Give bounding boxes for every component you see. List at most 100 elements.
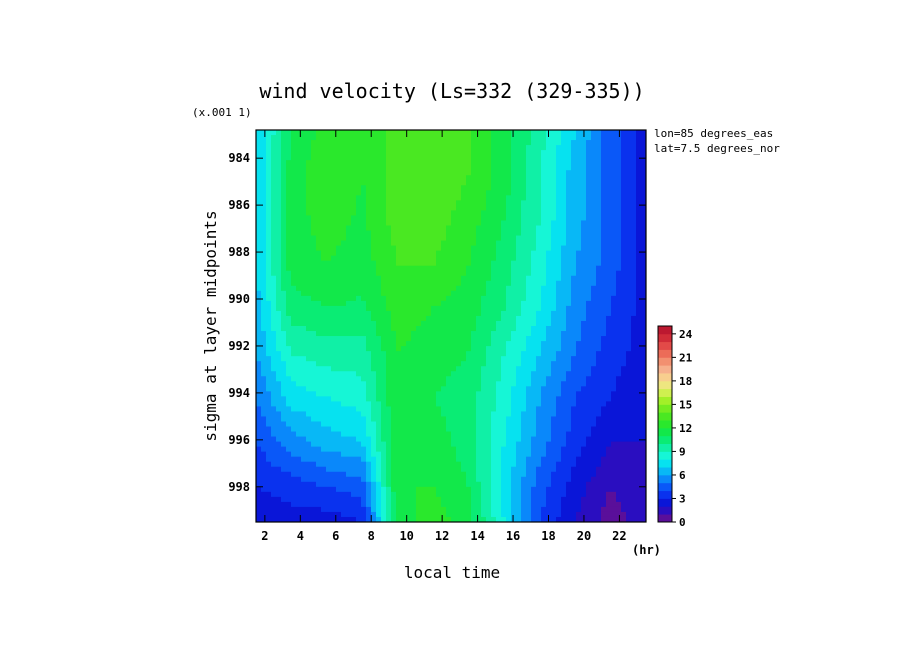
contour-cell — [511, 155, 517, 161]
contour-cell — [376, 265, 382, 272]
contour-cell — [431, 336, 437, 342]
contour-cell — [301, 506, 307, 513]
contour-cell — [371, 516, 377, 522]
contour-cell — [441, 235, 447, 242]
contour-cell — [391, 491, 397, 498]
contour-cell — [371, 471, 377, 478]
contour-cell — [271, 290, 277, 297]
contour-cell — [456, 401, 462, 408]
contour-cell — [446, 406, 452, 413]
contour-cell — [441, 506, 447, 513]
contour-cell — [326, 310, 332, 317]
contour-cell — [571, 376, 577, 382]
contour-cell — [381, 250, 387, 257]
contour-cell — [331, 255, 337, 262]
contour-cell — [566, 280, 572, 287]
contour-cell — [306, 195, 312, 201]
contour-cell — [331, 320, 337, 327]
contour-cell — [436, 391, 442, 397]
contour-cell — [346, 235, 352, 242]
contour-cell — [536, 361, 542, 367]
contour-cell — [356, 351, 362, 357]
contour-cell — [476, 481, 482, 488]
contour-cell — [506, 270, 512, 277]
contour-cell — [541, 315, 547, 322]
contour-cell — [396, 361, 402, 367]
contour-cell — [281, 471, 287, 478]
contour-cell — [476, 290, 482, 297]
contour-cell — [426, 180, 432, 186]
contour-cell — [406, 366, 412, 372]
contour-cell — [366, 145, 372, 151]
contour-cell — [286, 195, 292, 201]
contour-cell — [536, 326, 542, 332]
contour-cell — [451, 170, 457, 176]
contour-cell — [511, 205, 517, 212]
contour-cell — [466, 346, 472, 352]
contour-cell — [541, 310, 547, 317]
contour-cell — [456, 260, 462, 267]
contour-cell — [436, 476, 442, 483]
contour-cell — [346, 285, 352, 292]
contour-cell — [521, 426, 527, 433]
contour-cell — [351, 336, 357, 342]
contour-cell — [271, 160, 277, 166]
contour-cell — [561, 305, 567, 312]
contour-cell — [396, 320, 402, 327]
contour-cell — [571, 501, 577, 508]
contour-cell — [466, 180, 472, 186]
contour-cell — [281, 320, 287, 327]
contour-cell — [521, 456, 527, 463]
contour-cell — [541, 431, 547, 438]
contour-cell — [341, 496, 347, 503]
contour-cell — [456, 165, 462, 171]
contour-cell — [381, 476, 387, 483]
contour-cell — [391, 270, 397, 277]
contour-cell — [261, 451, 267, 458]
contour-cell — [266, 240, 272, 247]
contour-cell — [326, 391, 332, 397]
contour-cell — [466, 150, 472, 156]
contour-cell — [476, 336, 482, 342]
contour-cell — [466, 145, 472, 151]
contour-cell — [271, 366, 277, 372]
contour-cell — [516, 210, 522, 217]
contour-cell — [371, 310, 377, 317]
contour-cell — [426, 426, 432, 433]
contour-cell — [456, 416, 462, 423]
contour-cell — [426, 371, 432, 377]
contour-cell — [531, 175, 537, 181]
contour-cell — [411, 305, 417, 312]
contour-cell — [521, 381, 527, 387]
contour-cell — [351, 431, 357, 438]
contour-cell — [521, 235, 527, 242]
contour-cell — [551, 351, 557, 357]
contour-cell — [326, 511, 332, 518]
contour-cell — [571, 315, 577, 322]
contour-cell — [426, 135, 432, 141]
contour-cell — [536, 155, 542, 161]
contour-cell — [376, 310, 382, 317]
contour-cell — [521, 150, 527, 156]
contour-cell — [486, 180, 492, 186]
contour-cell — [426, 466, 432, 473]
contour-cell — [346, 461, 352, 468]
contour-cell — [471, 476, 477, 483]
contour-cell — [451, 401, 457, 408]
contour-cell — [326, 285, 332, 292]
contour-cell — [406, 215, 412, 222]
contour-cell — [476, 295, 482, 302]
contour-cell — [481, 446, 487, 453]
contour-cell — [386, 255, 392, 262]
contour-cell — [551, 170, 557, 176]
contour-cell — [386, 426, 392, 433]
contour-cell — [526, 411, 532, 418]
contour-cell — [376, 326, 382, 332]
contour-cell — [336, 511, 342, 518]
contour-cell — [451, 215, 457, 222]
contour-cell — [336, 295, 342, 302]
contour-cell — [516, 381, 522, 387]
contour-cell — [401, 331, 407, 337]
contour-cell — [306, 290, 312, 297]
contour-cell — [431, 130, 437, 136]
